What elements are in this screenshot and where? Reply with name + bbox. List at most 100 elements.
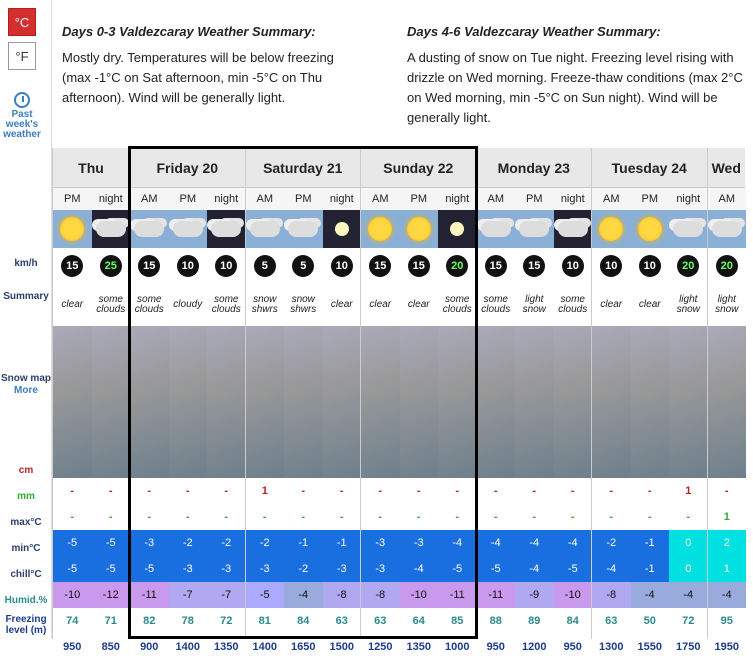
wind-arrow-icon: 10 [638,255,661,277]
snow-map-thumb[interactable] [168,326,207,478]
snow-map-thumb[interactable] [592,326,631,478]
wind-arrow-icon: 15 [523,255,546,277]
chill-cell: -10 [53,582,92,608]
freezing-level-cell: 1250 [368,641,393,653]
rain-cell: - [339,511,344,523]
humidity-cell: 81 [258,615,271,627]
summary-cell: clear [61,299,84,310]
forecast-column: AM 15 some clouds - - -3 -5 -11 82 900 [130,188,169,653]
min-temp-cell: -4 [515,556,554,582]
wind-arrow-icon: 20 [677,255,700,277]
snow-map-thumb[interactable] [630,326,669,478]
summary-cell: clear [407,299,430,310]
snow-map-thumb[interactable] [361,326,400,478]
snow-map-thumb[interactable] [553,326,592,478]
day-header[interactable]: Thu [53,148,129,188]
summary-cell: snow shwrs [290,294,317,315]
light-snow-icon [711,221,742,237]
forecast-column: AM 15 some clouds - - -4 -5 -11 88 950 [476,188,515,653]
snow-map-thumb[interactable] [707,326,746,478]
min-temp-cell: -5 [130,556,169,582]
day-header[interactable]: Friday 20 [130,148,245,188]
sun-icon [60,217,85,241]
celsius-button[interactable]: °C [8,8,36,36]
max-temp-cell: -4 [515,530,554,556]
min-temp-cell: -3 [361,556,400,582]
freezing-level-cell: 1400 [175,641,200,653]
rain-cell: - [416,511,421,523]
forecast-column: PM 15 light snow - - -4 -4 -9 89 1200 [515,188,554,653]
rain-cell: 1 [723,511,730,523]
wind-arrow-icon: 15 [407,255,430,277]
forecast-column: night 20 some clouds - - -4 -5 -11 85 1000 [438,188,477,653]
day-header[interactable]: Saturday 21 [245,148,360,188]
chill-cell: -4 [707,582,746,608]
humidity-cell: 84 [297,615,310,627]
weather-icon-cell [399,210,438,248]
snow-map-thumb[interactable] [245,326,284,478]
rain-cell: - [493,511,498,523]
max-temp-cell: -3 [361,530,400,556]
humidity-cell: 63 [605,615,618,627]
snow-map-thumb[interactable] [399,326,438,478]
freezing-level-cell: 950 [486,641,505,653]
day-5: Tuesday 24 AM 10 clear - - -2 -4 -8 63 1300 PM 10 cle… [591,148,708,653]
summary-right-text: A dusting of snow on Tue night. Freezing… [407,50,743,125]
humidity-cell: 95 [720,615,733,627]
wind-cell: 10 [554,248,593,284]
wind-cell: 5 [246,248,285,284]
chill-label: chill°C [10,569,42,580]
snow-map-thumb[interactable] [476,326,515,478]
cloud-icon [95,221,126,237]
clock-icon [14,92,30,108]
snow-map-thumb[interactable] [284,326,323,478]
weather-icon-cell [322,210,361,248]
snow-cell: 1 [261,485,268,497]
day-header[interactable]: Monday 23 [476,148,591,188]
rain-label: mm [17,491,35,502]
chill-cell: -8 [322,582,361,608]
day-header[interactable]: Wed [707,148,745,188]
freezing-level-cell: 1200 [522,641,547,653]
rain-cell: - [570,511,575,523]
summary-left: Days 0-3 Valdezcaray Weather Summary: Mo… [62,22,362,108]
left-panel: °C °F Past week's weather km/h Summary S… [0,0,52,639]
fahrenheit-button[interactable]: °F [8,42,36,70]
wind-arrow-icon: 5 [292,255,315,277]
snow-cell: - [416,485,421,497]
forecast-column: PM 10 cloudy - - -2 -3 -7 78 1400 [168,188,207,653]
sun-cloud-icon [480,221,511,237]
snow-cell: - [301,485,306,497]
snow-cell: 1 [685,485,692,497]
day-header[interactable]: Tuesday 24 [592,148,707,188]
snow-map-thumb[interactable] [515,326,554,478]
forecast-column: PM 15 clear - - -3 -4 -10 64 1350 [399,188,438,653]
snow-map-thumb[interactable] [53,326,92,478]
snow-map-thumb[interactable] [130,326,169,478]
weather-icon-cell [207,210,246,248]
time-label: night [553,188,592,210]
max-temp-cell: -2 [207,530,246,556]
wind-cell: 15 [515,248,554,284]
max-temp-cell: -2 [245,530,284,556]
cloud-icon [211,221,242,237]
day-6: Wed AM 20 light snow -1 2 1 -4 95 1950 [706,148,746,653]
light-snow-icon [673,221,704,237]
wind-cell: 15 [130,248,169,284]
snow-map-more-link[interactable]: More [14,385,38,396]
min-temp-cell: -3 [168,556,207,582]
min-temp-cell: -2 [284,556,323,582]
summary-cell: some clouds [481,294,511,315]
weather-icon-cell [130,210,169,248]
snow-map-thumb[interactable] [207,326,246,478]
max-temp-cell: -5 [53,530,92,556]
snow-cell: - [493,485,498,497]
snow-map-thumb[interactable] [91,326,130,478]
summary-label: Summary [3,291,49,302]
day-header[interactable]: Sunday 22 [361,148,476,188]
snow-map-thumb[interactable] [438,326,477,478]
cloud-icon [172,221,203,237]
past-weather-link[interactable]: Past week's weather [0,90,44,140]
snow-map-thumb[interactable] [669,326,708,478]
snow-map-thumb[interactable] [322,326,361,478]
